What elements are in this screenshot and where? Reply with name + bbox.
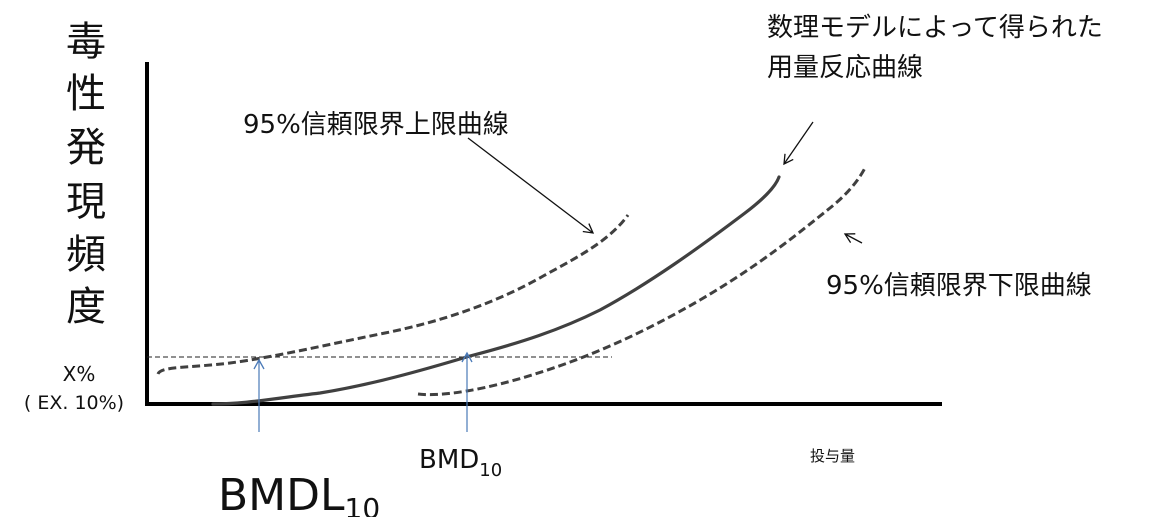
upper-curve-label: 95%信頼限界上限曲線 xyxy=(243,110,509,140)
lower-label-arrow xyxy=(843,233,863,244)
y-axis-label: 毒 性 発 現 頻 度 xyxy=(66,19,106,330)
x-axis-label: 投与量 xyxy=(810,447,855,465)
bmdl-label: BMDL10 xyxy=(218,470,380,517)
model-curve-label-line2: 用量反応曲線 xyxy=(767,53,923,83)
y-axis-char: 現 xyxy=(66,179,106,225)
y-axis-char: 度 xyxy=(66,284,106,330)
bmdl-label-subscript: 10 xyxy=(345,492,381,517)
bmd-label: BMD10 xyxy=(419,445,502,481)
y-axis-char: 毒 xyxy=(66,19,106,65)
bmdl-label-base: BMDL xyxy=(218,470,345,517)
y-axis-char: 頻 xyxy=(66,232,106,278)
bmd-label-base: BMD xyxy=(419,445,479,475)
threshold-example-label: ( EX. 10%) xyxy=(24,392,124,414)
model-label-arrow xyxy=(783,121,814,166)
lower-curve-label: 95%信頼限界下限曲線 xyxy=(826,271,1092,301)
y-axis-char: 発 xyxy=(66,125,106,171)
lower-confidence-curve xyxy=(417,165,868,397)
y-axis-char: 性 xyxy=(66,71,106,117)
upper-confidence-curve xyxy=(156,214,630,375)
threshold-label: X% xyxy=(63,362,96,386)
model-curve xyxy=(211,175,781,406)
model-curve-label-line1: 数理モデルによって得られた xyxy=(767,13,1103,43)
upper-label-arrow xyxy=(467,137,595,234)
bmd-label-subscript: 10 xyxy=(479,460,502,481)
